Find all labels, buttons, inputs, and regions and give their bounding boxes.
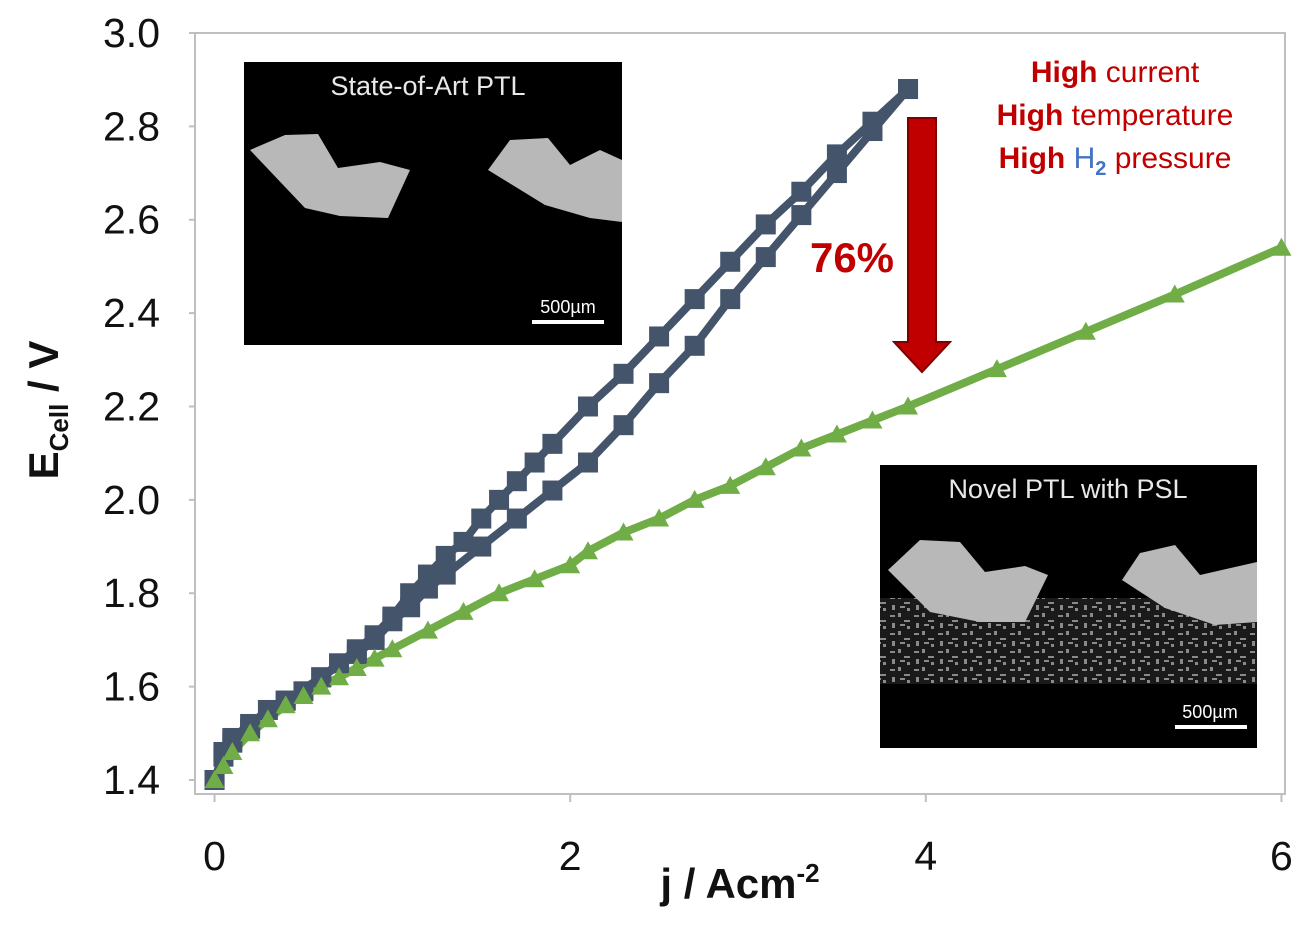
x-tick-label: 6 bbox=[1270, 833, 1293, 879]
reduction-arrow bbox=[894, 118, 950, 372]
y-tick-label: 3.0 bbox=[103, 10, 160, 56]
marker bbox=[827, 144, 847, 164]
marker bbox=[827, 163, 847, 183]
marker bbox=[791, 205, 811, 225]
scale-label: 500µm bbox=[540, 297, 595, 317]
marker bbox=[507, 509, 527, 529]
y-tick-label: 2.4 bbox=[103, 290, 160, 336]
inset-top: State-of-Art PTL 500µm bbox=[244, 62, 622, 345]
y-tick-label: 1.4 bbox=[103, 757, 160, 803]
marker bbox=[756, 214, 776, 234]
marker bbox=[685, 336, 705, 356]
marker bbox=[365, 630, 385, 650]
marker bbox=[382, 611, 402, 631]
marker bbox=[649, 326, 669, 346]
y-tick-label: 2.0 bbox=[103, 477, 160, 523]
marker bbox=[720, 252, 740, 272]
marker bbox=[436, 546, 456, 566]
marker bbox=[542, 434, 562, 454]
cond-rest: pressure bbox=[1106, 142, 1231, 175]
x-label-main: j / Acm bbox=[659, 860, 796, 907]
cond-bold: High bbox=[997, 99, 1064, 132]
marker bbox=[489, 490, 509, 510]
cond-formula: H bbox=[1065, 142, 1095, 175]
y-label-main: E bbox=[20, 451, 67, 479]
y-tick-label: 2.8 bbox=[103, 103, 160, 149]
marker bbox=[525, 453, 545, 473]
marker bbox=[614, 364, 634, 384]
cond-rest: temperature bbox=[1063, 99, 1233, 132]
x-tick-label: 2 bbox=[559, 833, 582, 879]
x-tick-label: 0 bbox=[203, 833, 226, 879]
cond-rest: current bbox=[1097, 56, 1199, 89]
marker bbox=[720, 289, 740, 309]
inset-bottom: Novel PTL with PSL 500µm bbox=[880, 465, 1257, 748]
x-label-sup: -2 bbox=[797, 858, 820, 888]
y-tick-label: 2.2 bbox=[103, 383, 160, 429]
condition: High H2 pressure bbox=[999, 142, 1232, 180]
y-tick-label: 1.8 bbox=[103, 570, 160, 616]
marker bbox=[791, 182, 811, 202]
y-axis-label: ECell / V bbox=[20, 341, 74, 480]
scale-label: 500µm bbox=[1182, 702, 1237, 722]
marker bbox=[578, 453, 598, 473]
y-tick-label: 1.6 bbox=[103, 664, 160, 710]
marker bbox=[453, 532, 473, 552]
cond-bold: High bbox=[1031, 56, 1098, 89]
chart: State-of-Art PTL 500µm Novel PTL with PS… bbox=[0, 0, 1314, 934]
marker bbox=[542, 481, 562, 501]
marker bbox=[756, 247, 776, 267]
condition: High current bbox=[1031, 56, 1200, 89]
x-axis-label: j / Acm-2 bbox=[659, 858, 819, 907]
marker bbox=[418, 579, 438, 599]
marker bbox=[649, 373, 669, 393]
marker bbox=[898, 79, 918, 99]
marker bbox=[862, 121, 882, 141]
cond-bold: High bbox=[999, 142, 1066, 175]
marker bbox=[471, 509, 491, 529]
inset-title: Novel PTL with PSL bbox=[948, 474, 1187, 504]
y-label-sub: Cell bbox=[44, 404, 74, 452]
y-label-rest: / V bbox=[20, 341, 67, 404]
marker bbox=[578, 396, 598, 416]
marker bbox=[614, 415, 634, 435]
marker bbox=[436, 565, 456, 585]
cond-sub: 2 bbox=[1095, 158, 1106, 180]
y-tick-label: 2.6 bbox=[103, 197, 160, 243]
inset-title: State-of-Art PTL bbox=[330, 71, 525, 101]
marker bbox=[507, 471, 527, 491]
condition: High temperature bbox=[997, 99, 1234, 132]
reduction-label: 76% bbox=[810, 234, 894, 281]
marker bbox=[400, 597, 420, 617]
x-tick-label: 4 bbox=[914, 833, 937, 879]
marker bbox=[471, 537, 491, 557]
marker bbox=[685, 289, 705, 309]
